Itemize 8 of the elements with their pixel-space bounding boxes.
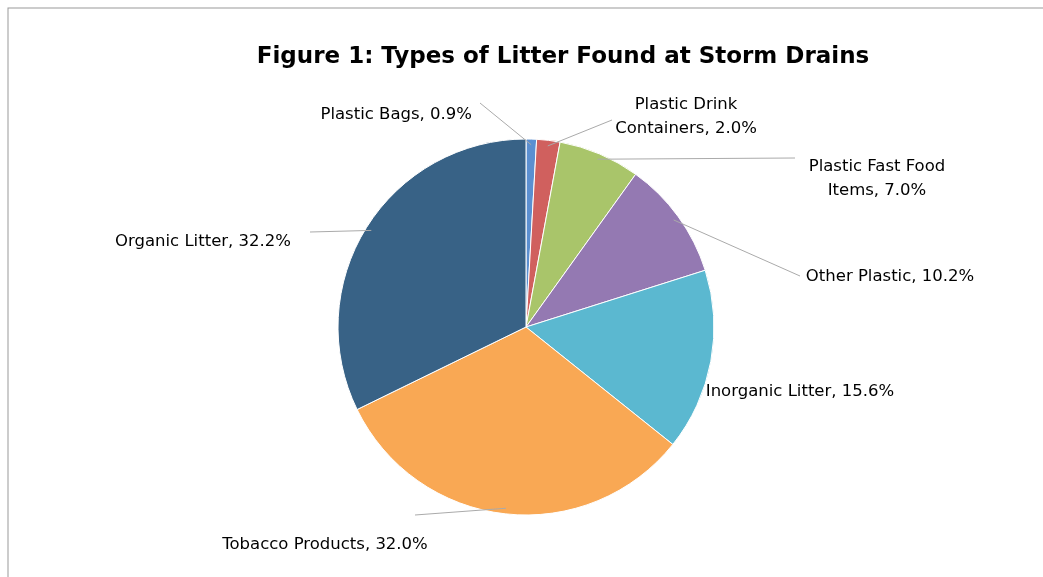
slice-label: Inorganic Litter, 15.6% <box>704 380 896 402</box>
slice-label: Plastic Bags, 0.9% <box>319 103 472 125</box>
slice-label: Other Plastic, 10.2% <box>804 265 976 287</box>
slice-label: Plastic Drink Containers, 2.0% <box>614 93 758 139</box>
chart-title: Figure 1: Types of Litter Found at Storm Drains <box>256 42 870 68</box>
slice-label: Tobacco Products, 32.0% <box>221 533 429 555</box>
slice-label: Organic Litter, 32.2% <box>114 230 292 252</box>
slice-label: Plastic Fast Food Items, 7.0% <box>807 155 947 201</box>
